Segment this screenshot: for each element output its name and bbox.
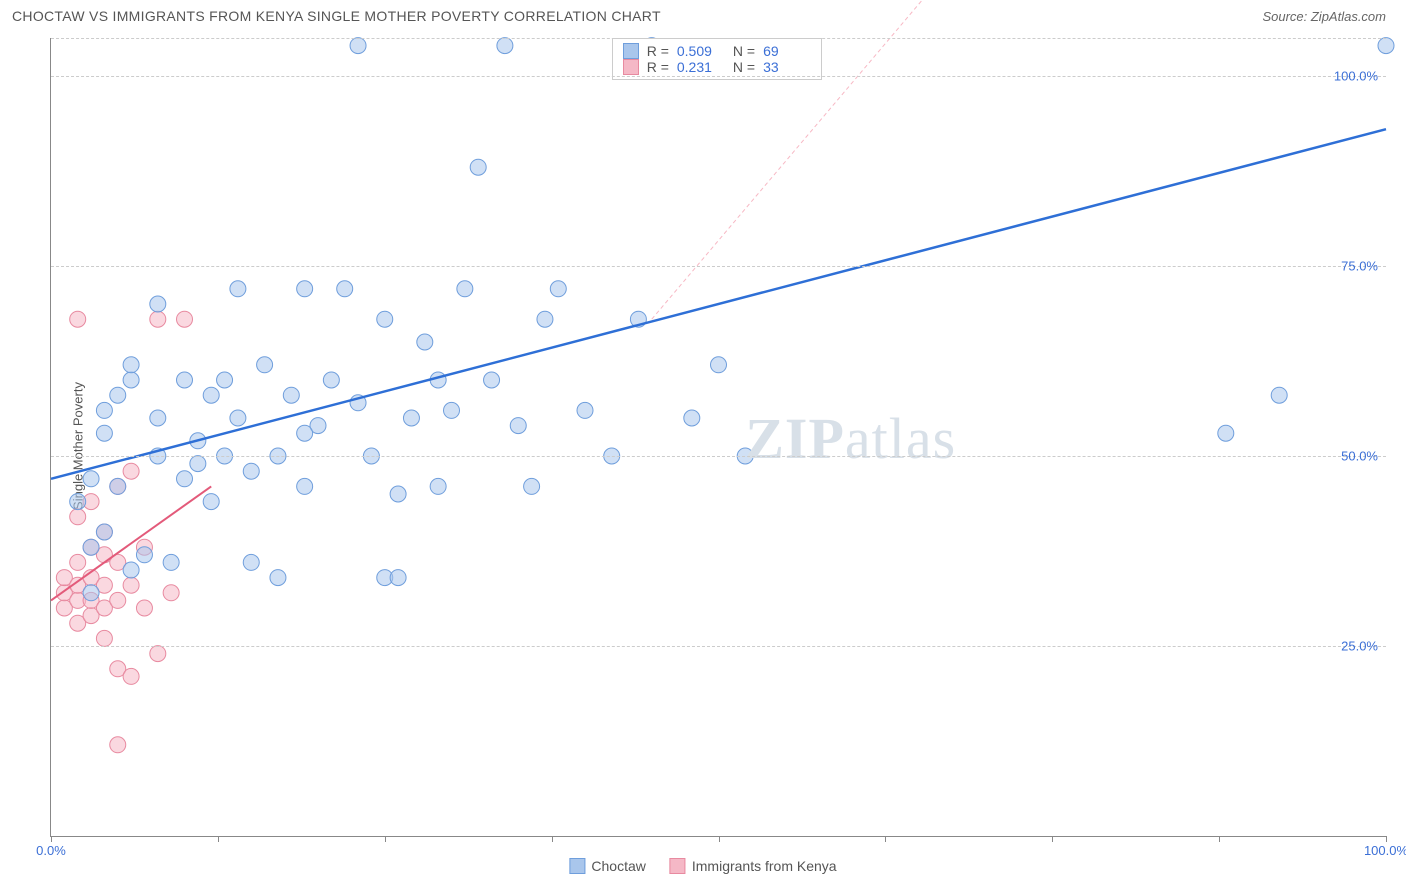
x-tick — [51, 836, 52, 842]
x-tick — [1219, 836, 1220, 842]
gridline — [51, 38, 1386, 39]
swatch-kenya — [623, 59, 639, 75]
chart-title: CHOCTAW VS IMMIGRANTS FROM KENYA SINGLE … — [12, 8, 661, 24]
legend-swatch-choctaw — [569, 858, 585, 874]
x-tick-label: 100.0% — [1364, 843, 1406, 858]
legend-label-choctaw: Choctaw — [591, 858, 645, 874]
chart-area: ZIPatlas R = 0.509 N = 69 R = 0.231 N = … — [50, 38, 1386, 837]
gridline — [51, 76, 1386, 77]
y-tick-label: 100.0% — [1334, 69, 1378, 84]
swatch-choctaw — [623, 43, 639, 59]
gridline — [51, 266, 1386, 267]
y-tick-label: 25.0% — [1341, 639, 1378, 654]
legend-label-kenya: Immigrants from Kenya — [692, 858, 837, 874]
y-tick-label: 50.0% — [1341, 449, 1378, 464]
x-tick — [218, 836, 219, 842]
stats-legend: R = 0.509 N = 69 R = 0.231 N = 33 — [612, 38, 822, 80]
series-legend: Choctaw Immigrants from Kenya — [569, 858, 836, 874]
legend-item-kenya: Immigrants from Kenya — [670, 858, 837, 874]
x-tick — [385, 836, 386, 842]
legend-item-choctaw: Choctaw — [569, 858, 645, 874]
x-tick — [1052, 836, 1053, 842]
stats-row-choctaw: R = 0.509 N = 69 — [623, 43, 811, 59]
legend-swatch-kenya — [670, 858, 686, 874]
source-attribution: Source: ZipAtlas.com — [1262, 9, 1386, 24]
gridline — [51, 646, 1386, 647]
x-tick-label: 0.0% — [36, 843, 66, 858]
x-tick — [552, 836, 553, 842]
x-tick — [885, 836, 886, 842]
y-tick-label: 75.0% — [1341, 259, 1378, 274]
stats-row-kenya: R = 0.231 N = 33 — [623, 59, 811, 75]
gridline — [51, 456, 1386, 457]
x-tick — [1386, 836, 1387, 842]
scatter-plot — [51, 38, 1386, 836]
x-tick — [719, 836, 720, 842]
